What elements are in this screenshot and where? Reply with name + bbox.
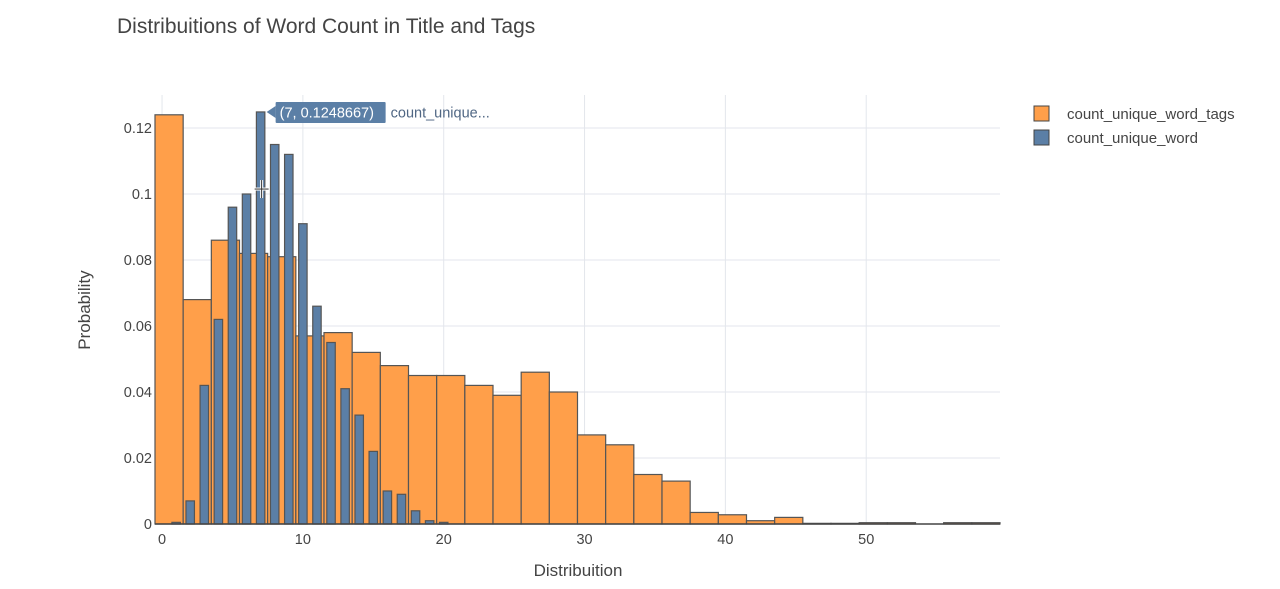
y-tick-label: 0.1 [132,187,152,203]
bar-word[interactable] [396,493,407,525]
y-tick-label: 0 [144,517,152,533]
bar-word[interactable] [185,500,196,525]
bar-word[interactable] [255,111,266,525]
x-axis-ticks: 0 10 20 30 40 50 [158,532,874,548]
y-tick-label: 0.02 [124,451,152,467]
bar-tags[interactable] [717,514,748,525]
y-tick-label: 0.12 [124,121,152,137]
bar-word[interactable] [326,341,336,525]
bar-word[interactable] [241,193,252,525]
x-axis-title: Distribuition [534,561,623,580]
legend-label-word: count_unique_word [1067,130,1198,147]
y-tick-label: 0.06 [124,319,152,335]
bar-word[interactable] [213,318,224,525]
bar-word[interactable] [354,414,365,525]
bar-tags[interactable] [436,374,466,525]
bar-tags[interactable] [548,391,579,525]
x-tick-label: 50 [858,532,874,548]
x-tick-label: 20 [436,532,452,548]
bar-tags[interactable] [576,434,607,525]
crosshair-cursor-icon [254,180,269,199]
bar-tags[interactable] [407,374,438,525]
y-tick-label: 0.08 [124,253,152,269]
legend: count_unique_word_tags count_unique_word [1033,105,1235,147]
bar-word[interactable] [312,305,322,525]
hover-pointer [266,105,276,118]
hover-series-label: count_unique... [391,105,490,121]
bar-tags[interactable] [492,394,522,525]
x-tick-label: 0 [158,532,166,548]
bar-tags[interactable] [154,114,184,525]
x-tick-label: 40 [717,532,733,548]
y-axis-title: Probability [75,270,94,350]
bar-word[interactable] [368,450,379,525]
series-count-unique-word[interactable] [171,111,449,525]
legend-swatch-word [1033,129,1050,146]
bar-word[interactable] [269,143,280,525]
bar-tags[interactable] [661,480,691,525]
series-count-unique-word-tags[interactable] [154,114,1001,525]
bar-word[interactable] [340,388,350,525]
legend-item-tags[interactable]: count_unique_word_tags [1033,105,1235,123]
bar-tags[interactable] [633,473,663,525]
bar-word[interactable] [382,490,393,525]
hover-value-label: (7, 0.1248667) [280,105,374,121]
bar-tags[interactable] [605,444,635,525]
x-tick-label: 30 [576,532,592,548]
x-tick-label: 10 [295,532,311,548]
bar-word[interactable] [410,510,421,525]
hover-box [275,101,386,123]
bar-tags[interactable] [689,511,719,525]
bar-tags[interactable] [774,516,804,525]
hover-tooltip: (7, 0.1248667) count_unique... [266,101,490,123]
bar-tags[interactable] [520,371,550,525]
bar-tags[interactable] [464,384,494,525]
chart-title: Distribuitions of Word Count in Title an… [117,15,535,38]
y-axis-ticks: 0 0.02 0.04 0.06 0.08 0.1 0.12 [124,121,152,533]
bar-word[interactable] [283,153,294,525]
bar-word[interactable] [227,206,238,525]
legend-swatch-tags [1033,105,1050,122]
legend-label-tags: count_unique_word_tags [1067,106,1235,123]
y-tick-label: 0.04 [124,385,152,401]
bar-word[interactable] [298,223,308,525]
bar-word[interactable] [199,384,210,525]
legend-item-word[interactable]: count_unique_word [1033,129,1198,147]
